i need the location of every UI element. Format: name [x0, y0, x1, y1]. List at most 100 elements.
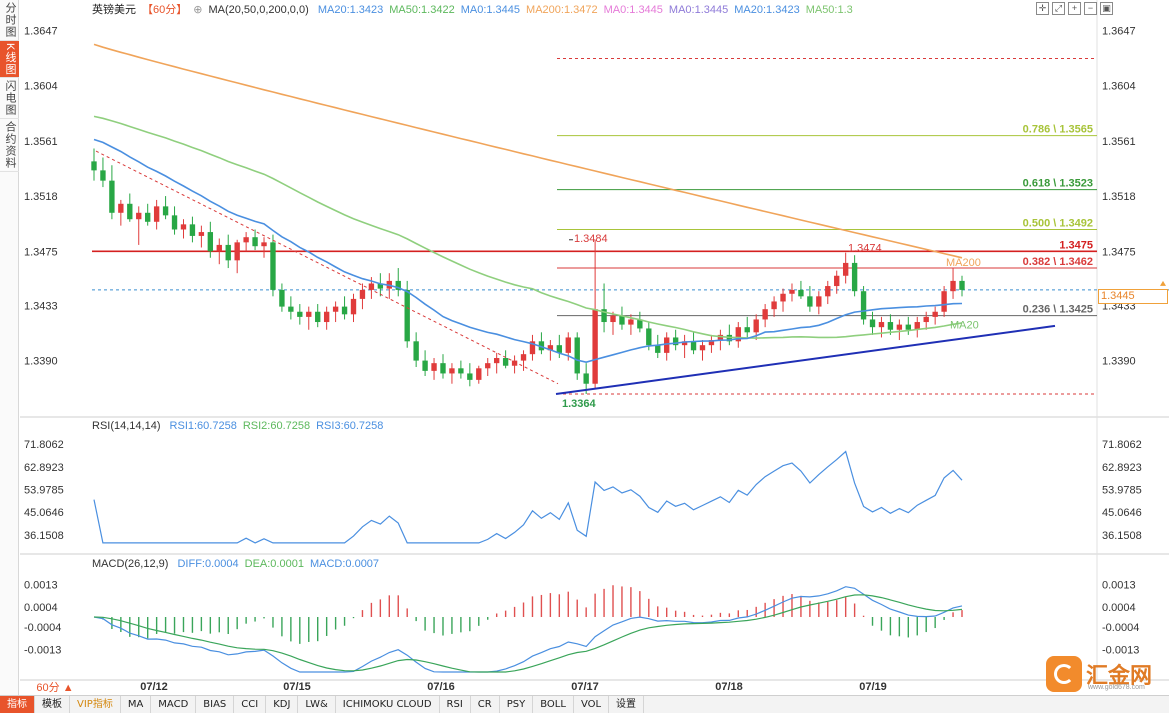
candle-body	[860, 291, 867, 320]
ma-legend-item: MA0:1.3445	[460, 4, 521, 16]
peak-label: 1.3474	[848, 243, 882, 255]
macd-axis-label-right: 0.0004	[1102, 602, 1136, 614]
candle-body	[404, 289, 410, 342]
expand-icon[interactable]: ⤢	[1052, 2, 1065, 15]
ma50-line	[93, 115, 963, 339]
indicator-tab-lw-[interactable]: LW&	[298, 696, 336, 713]
ma-legend-item: MA50:1.3	[805, 4, 853, 16]
tab-contract-info[interactable]: 合约资料	[0, 119, 19, 173]
candle-body	[225, 244, 231, 261]
time-axis-label: 07/18	[715, 681, 743, 693]
indicator-tab-psy[interactable]: PSY	[500, 696, 534, 713]
fib-level-label: 0.618 \ 1.3523	[1023, 178, 1093, 190]
macd-legend-items: DIFF:0.0004 DEA:0.0001 MACD:0.0007	[177, 558, 385, 570]
fib-level-label: 0.786 \ 1.3565	[1023, 124, 1093, 136]
candle-body	[664, 337, 670, 353]
macd-params: MACD(26,12,9)	[92, 558, 169, 570]
indicator-tab-kdj[interactable]: KDJ	[266, 696, 299, 713]
settings-gear-icon[interactable]: ⊕	[193, 4, 203, 16]
zoom-out-icon[interactable]: −	[1084, 2, 1097, 15]
rsi-axis-label-right: 53.9785	[1102, 485, 1142, 497]
candle-body	[395, 280, 401, 290]
candle-body	[708, 340, 715, 346]
indicator-tab-vol[interactable]: VOL	[574, 696, 610, 713]
indicator-tab-cr[interactable]: CR	[471, 696, 500, 713]
candle-body	[592, 309, 598, 384]
rsi-axis-label-right: 62.8923	[1102, 462, 1142, 474]
indicator-tab--[interactable]: 模板	[35, 696, 70, 713]
last-price-arrow-icon	[1160, 280, 1166, 286]
candle-body	[153, 206, 160, 222]
candle-body	[127, 203, 133, 220]
zoom-in-icon[interactable]: +	[1068, 2, 1081, 15]
macd-legend: MACD(26,12,9) DIFF:0.0004 DEA:0.0001 MACD:…	[92, 558, 391, 570]
candle-body	[180, 224, 187, 230]
indicator-tab-ma[interactable]: MA	[121, 696, 152, 713]
time-axis-label: 07/19	[859, 681, 887, 693]
price-axis-label-right: 1.3604	[1102, 81, 1136, 93]
candle-body	[896, 324, 903, 330]
rsi-axis-label-left: 53.9785	[24, 485, 64, 497]
crosshair-icon[interactable]: ✛	[1036, 2, 1049, 15]
candle-body	[637, 319, 643, 329]
candle-body	[798, 289, 804, 297]
candle-body	[297, 311, 303, 317]
candle-body	[332, 306, 339, 312]
candle-body	[842, 262, 849, 276]
macd-axis-label-right: -0.0013	[1102, 645, 1139, 657]
price-axis-label-right: 1.3390	[1102, 356, 1136, 368]
period-button[interactable]: 60分 ▲	[36, 682, 74, 694]
candle-body	[583, 373, 589, 384]
candle-body	[547, 345, 554, 351]
indicator-tab-bar: 指标 模板 VIP指标 MA MACD BIAS CCI KDJ LW& ICHIMOKU CLO…	[0, 695, 1169, 713]
rsi-axis-label-left: 45.0646	[24, 507, 64, 519]
candle-body	[529, 341, 536, 355]
tab-timeshare[interactable]: 分时图	[0, 0, 19, 41]
rsi-axis-label-left: 71.8062	[24, 439, 64, 451]
rsi-axis-label-right: 36.1508	[1102, 530, 1142, 542]
macd-dea-line	[93, 594, 963, 673]
indicator-tab--[interactable]: 指标	[0, 696, 35, 713]
macd-legend-item: DEA:0.0001	[244, 558, 304, 570]
indicator-tab-vip-[interactable]: VIP指标	[70, 696, 121, 713]
candle-body	[610, 315, 616, 323]
indicator-tab-boll[interactable]: BOLL	[533, 696, 574, 713]
price-axis-label-right: 1.3518	[1102, 191, 1136, 203]
indicator-tab-rsi[interactable]: RSI	[440, 696, 471, 713]
candle-body	[511, 360, 518, 366]
ma-legend-item: MA0:1.3445	[668, 4, 729, 16]
tab-flash[interactable]: 闪电图	[0, 78, 19, 120]
indicator-tab-cci[interactable]: CCI	[234, 696, 267, 713]
macd-axis-label-left: 0.0004	[24, 602, 58, 614]
candle-body	[252, 237, 258, 247]
candle-body	[493, 358, 500, 364]
candle-body	[162, 206, 169, 216]
restore-icon[interactable]: ▣	[1100, 2, 1113, 15]
candle-body	[216, 244, 222, 252]
indicator-tab--[interactable]: 设置	[609, 696, 645, 713]
candle-body	[350, 298, 357, 315]
candle-body	[467, 373, 473, 380]
candle-body	[574, 337, 580, 374]
price-axis-label-left: 1.3433	[24, 300, 58, 312]
tab-kline[interactable]: K线图	[0, 41, 19, 79]
macd-axis-label-left: -0.0004	[24, 622, 61, 634]
price-axis-label-right: 1.3475	[1102, 246, 1136, 258]
candle-body	[288, 306, 294, 312]
indicator-tab-bias[interactable]: BIAS	[196, 696, 235, 713]
ma-legend-item: MA0:1.3445	[603, 4, 663, 16]
ma200-label: MA200	[946, 257, 981, 269]
candle-body	[458, 368, 464, 374]
indicator-tab-macd[interactable]: MACD	[151, 696, 197, 713]
ma-legend-item: MA20:1.3423	[317, 4, 384, 16]
indicator-tab-ichimoku-cloud[interactable]: ICHIMOKU CLOUD	[336, 696, 440, 713]
macd-axis-label-right: -0.0004	[1102, 622, 1139, 634]
low-label: 1.3364	[562, 398, 597, 410]
side-tab-bar: 分时图 K线图 闪电图 合约资料	[0, 0, 19, 695]
rsi-legend-item: RSI2:60.7258	[242, 420, 311, 432]
rsi-legend: RSI(14,14,14) RSI1:60.7258 RSI2:60.7258 RS…	[92, 420, 395, 432]
time-axis-label: 07/17	[571, 681, 599, 693]
candle-body	[887, 322, 894, 330]
candle-body	[449, 368, 455, 374]
